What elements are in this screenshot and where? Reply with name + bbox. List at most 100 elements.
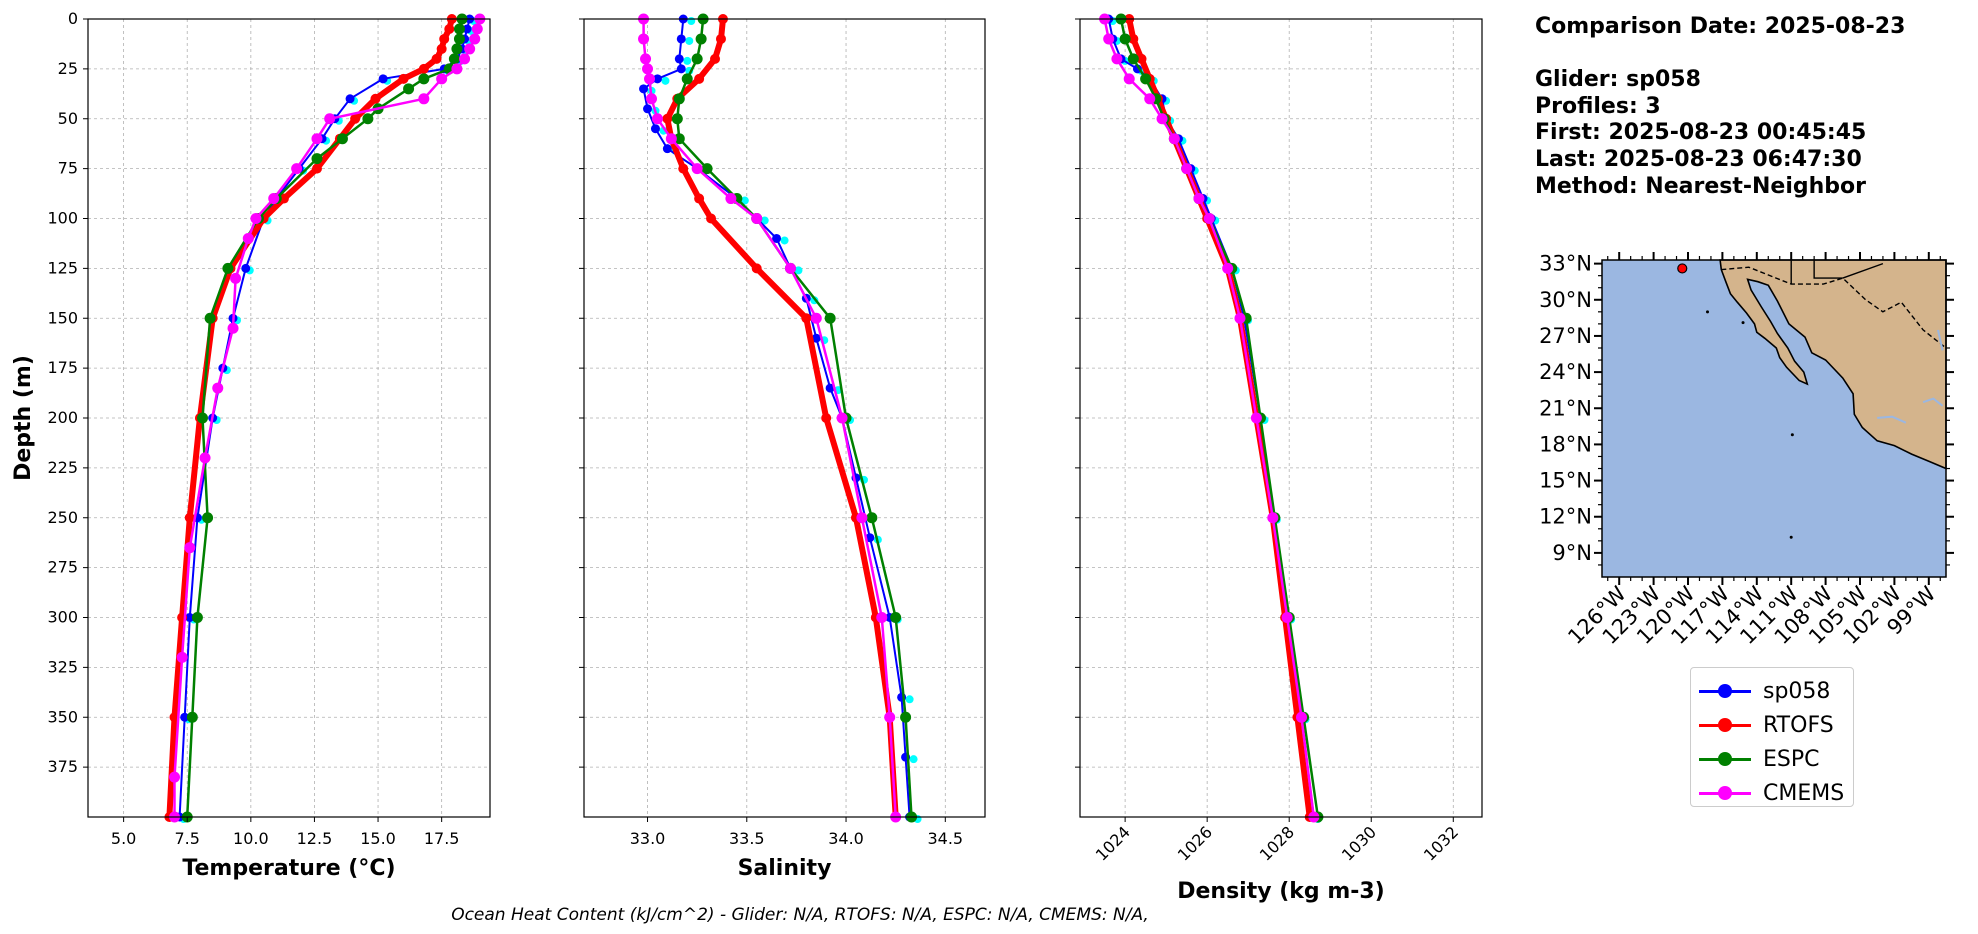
data-point xyxy=(191,612,203,623)
y-tick-label: 275 xyxy=(47,558,78,577)
data-point xyxy=(1250,412,1262,424)
series-cmems xyxy=(169,13,486,823)
data-point xyxy=(278,193,289,204)
data-point xyxy=(204,312,216,324)
y-tick-label: 200 xyxy=(47,408,78,427)
y-tick-label: 175 xyxy=(47,358,78,377)
data-point xyxy=(645,93,657,105)
data-point xyxy=(444,23,455,34)
data-point xyxy=(1123,73,1135,85)
x-tick-label: 1026 xyxy=(1174,822,1216,864)
data-point xyxy=(230,272,242,284)
series-line xyxy=(1107,18,1315,818)
data-point xyxy=(451,43,463,55)
ohc-footer: Ocean Heat Content (kJ/cm^2) - Glider: N… xyxy=(451,905,1149,925)
map-lat-label: 12°N xyxy=(1539,505,1592,529)
data-point xyxy=(678,163,689,174)
legend-item: CMEMS xyxy=(1699,776,1845,810)
data-point xyxy=(196,412,208,424)
data-point xyxy=(180,712,190,722)
data-point xyxy=(695,33,707,45)
data-point xyxy=(227,322,239,334)
map-lat-label: 15°N xyxy=(1539,469,1592,493)
y-tick-label: 350 xyxy=(47,707,78,726)
comparison-info: Comparison Date: 2025-08-23 Glider: sp058… xyxy=(1535,14,1905,200)
series-cmems xyxy=(638,13,902,823)
x-tick-label: 10.0 xyxy=(233,829,269,848)
data-point xyxy=(370,93,381,104)
x-tick-label: 7.5 xyxy=(175,829,200,848)
map-lake xyxy=(1936,329,1944,351)
data-point xyxy=(453,23,465,35)
glider-name: Glider: sp058 xyxy=(1535,67,1701,93)
data-point xyxy=(169,771,181,783)
data-point xyxy=(311,163,322,174)
data-point xyxy=(674,54,684,64)
data-point xyxy=(471,23,483,35)
raw-point xyxy=(661,76,670,85)
y-tick-label: 75 xyxy=(58,159,78,178)
data-point xyxy=(642,63,654,75)
y-tick-label: 150 xyxy=(47,308,78,327)
data-point xyxy=(671,113,683,125)
map-island xyxy=(1790,433,1794,437)
data-point xyxy=(311,153,323,165)
data-point xyxy=(652,74,662,84)
x-tick-label: 1028 xyxy=(1256,822,1298,864)
y-tick-label: 50 xyxy=(58,109,78,128)
data-point xyxy=(448,53,460,65)
data-point xyxy=(691,53,703,65)
data-point xyxy=(418,73,430,85)
legend-item: RTOFS xyxy=(1699,708,1845,742)
map-lat-label: 9°N xyxy=(1552,541,1592,565)
chart-panel-1: 0 25 50 75 100 125 150 175 200 225 250 275 300 325 350… xyxy=(11,9,491,881)
data-point xyxy=(1296,711,1308,723)
location-map: 33°N30°N27°N24°N21°N18°N15°N12°N9°N126°W… xyxy=(1539,252,1954,649)
data-point xyxy=(884,711,896,723)
series-cmems xyxy=(1099,13,1320,823)
data-point xyxy=(242,232,254,244)
raw-point xyxy=(760,216,769,225)
y-tick-label: 300 xyxy=(47,608,78,627)
data-point xyxy=(821,413,832,423)
data-point xyxy=(1128,33,1139,44)
data-point xyxy=(900,711,912,723)
y-tick-label: 125 xyxy=(47,258,78,277)
map-lat-label: 30°N xyxy=(1539,288,1592,312)
data-point xyxy=(825,383,835,393)
data-point xyxy=(176,651,188,663)
data-point xyxy=(1144,93,1156,105)
y-tick-label: 375 xyxy=(47,757,78,776)
data-point xyxy=(291,163,303,175)
legend-label: CMEMS xyxy=(1763,780,1845,806)
data-point xyxy=(362,113,374,125)
map-island xyxy=(1741,321,1745,325)
data-point xyxy=(676,34,686,44)
data-point xyxy=(644,73,656,85)
data-point xyxy=(784,262,796,274)
data-point xyxy=(350,113,361,124)
data-point xyxy=(824,312,836,324)
data-point xyxy=(222,262,234,274)
data-point xyxy=(694,73,705,84)
data-point xyxy=(1203,213,1215,224)
map-lat-label: 18°N xyxy=(1539,432,1592,456)
x-tick-label: 1024 xyxy=(1092,822,1134,864)
data-point xyxy=(890,612,902,623)
data-point xyxy=(459,53,471,65)
map-lake xyxy=(1922,397,1944,407)
data-point xyxy=(643,104,653,114)
legend-swatch-rtofs xyxy=(1699,715,1751,735)
data-point xyxy=(650,124,660,134)
map-lat-label: 27°N xyxy=(1539,324,1592,348)
profile-count: Profiles: 3 xyxy=(1535,93,1661,119)
x-tick-label: 5.0 xyxy=(111,829,136,848)
data-point xyxy=(673,93,685,105)
x-axis-label: Temperature (°C) xyxy=(182,856,395,881)
data-point xyxy=(639,84,649,94)
last-time: Last: 2025-08-23 06:47:30 xyxy=(1535,146,1862,172)
y-tick-label: 325 xyxy=(47,657,78,676)
x-tick-label: 15.0 xyxy=(360,829,396,848)
y-tick-label: 250 xyxy=(47,508,78,527)
data-point xyxy=(241,263,251,273)
